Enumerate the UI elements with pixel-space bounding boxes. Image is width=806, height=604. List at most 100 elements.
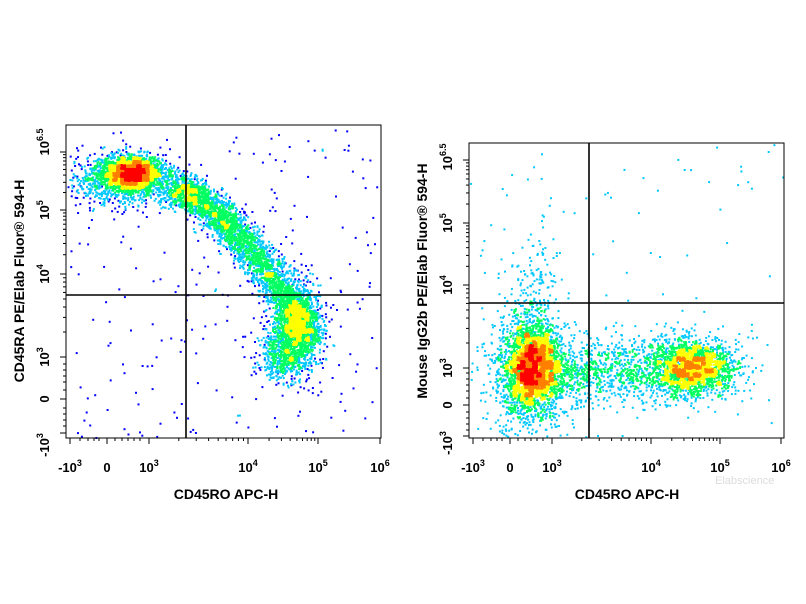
left-event-dot [265, 315, 267, 317]
left-event-dot [305, 345, 307, 347]
left-event-dot [127, 191, 129, 193]
left-event-dot [315, 299, 317, 301]
left-event-dot [207, 266, 209, 268]
left-event-dot [171, 176, 173, 178]
left-event-dot [259, 344, 261, 346]
left-event-dot [188, 164, 190, 166]
left-event-dot [216, 389, 218, 391]
left-event-dot [242, 267, 244, 269]
left-event-dot [77, 212, 79, 214]
left-event-dot [89, 209, 91, 211]
left-event-dot [290, 383, 292, 385]
left-event-dot [220, 201, 222, 203]
left-event-dot [106, 167, 108, 169]
left-event-dot [197, 181, 199, 183]
left-event-dot [325, 305, 327, 307]
left-event-dot [298, 371, 300, 373]
left-event-dot [120, 153, 122, 155]
left-event-dot [169, 203, 171, 205]
left-event-dot [283, 383, 285, 385]
left-event-dot [161, 340, 163, 342]
left-event-dot [275, 384, 277, 386]
left-event-dot [269, 379, 271, 381]
left-event-dot [78, 192, 80, 194]
left-event-dot [230, 247, 232, 249]
left-event-dot [237, 230, 239, 232]
left-event-dot [323, 350, 325, 352]
left-event-dot [312, 387, 314, 389]
left-event-dot [197, 382, 199, 384]
left-event-dot [291, 378, 293, 380]
left-event-dot [87, 160, 89, 162]
left-event-dot [294, 278, 296, 280]
left-event-dot [188, 203, 190, 205]
left-event-dot [311, 264, 313, 266]
left-event-dot [277, 263, 279, 265]
left-event-dot [107, 191, 109, 193]
left-event-dot [239, 211, 241, 213]
left-event-dot [234, 339, 236, 341]
left-event-dot [152, 388, 154, 390]
left-event-dot [266, 309, 268, 311]
left-event-dot [84, 165, 86, 167]
left-event-dot [76, 147, 78, 149]
left-event-dot [305, 362, 307, 364]
left-event-dot [183, 174, 185, 176]
left-event-dot [236, 422, 238, 424]
left-event-dot [307, 289, 309, 291]
left-event-dot [109, 321, 111, 323]
left-event-dot [164, 173, 166, 175]
left-event-dot [341, 393, 343, 395]
left-event-dot [257, 268, 259, 270]
left-event-dot [251, 374, 253, 376]
left-event-dot [207, 236, 209, 238]
left-event-dot [273, 302, 275, 304]
left-event-dot [304, 290, 306, 292]
left-event-dot [103, 192, 105, 194]
left-event-dot [138, 199, 140, 201]
left-event-dot [181, 403, 183, 405]
left-event-dot [268, 244, 270, 246]
left-event-dot [246, 241, 248, 243]
left-event-dot [166, 195, 168, 197]
left-event-dot [357, 302, 359, 304]
left-event-dot [316, 313, 318, 315]
left-event-dot [221, 204, 223, 206]
left-event-dot [182, 172, 184, 174]
left-event-dot [229, 205, 231, 207]
left-event-dot [261, 386, 263, 388]
left-event-dot [155, 165, 157, 167]
left-event-dot [147, 190, 149, 192]
left-event-dot [296, 370, 298, 372]
left-event-dot [280, 363, 282, 365]
left-event-dot [247, 235, 249, 237]
left-event-dot [281, 273, 283, 275]
left-event-dot [277, 364, 279, 366]
left-event-dot [228, 201, 230, 203]
left-event-dot [252, 270, 254, 272]
left-event-dot [317, 394, 319, 396]
left-event-dot [85, 195, 87, 197]
left-event-dot [277, 277, 279, 279]
left-event-dot [315, 363, 317, 365]
left-event-dot [110, 187, 112, 189]
left-event-dot [307, 365, 309, 367]
left-event-dot [317, 337, 319, 339]
left-event-dot [126, 153, 128, 155]
left-event-dot [124, 202, 126, 204]
left-event-dot [362, 298, 364, 300]
left-event-dot [71, 250, 73, 252]
left-event-dot [99, 202, 101, 204]
left-event-dot [178, 196, 180, 198]
left-event-dot [103, 198, 105, 200]
left-event-dot [213, 189, 215, 191]
left-event-dot [92, 319, 94, 321]
left-event-dot [167, 186, 169, 188]
left-event-dot [264, 258, 266, 260]
left-event-dot [273, 251, 275, 253]
left-event-dot [297, 415, 299, 417]
left-event-dot [212, 234, 214, 236]
left-event-dot [243, 237, 245, 239]
left-event-dot [253, 153, 255, 155]
left-event-dot [142, 189, 144, 191]
